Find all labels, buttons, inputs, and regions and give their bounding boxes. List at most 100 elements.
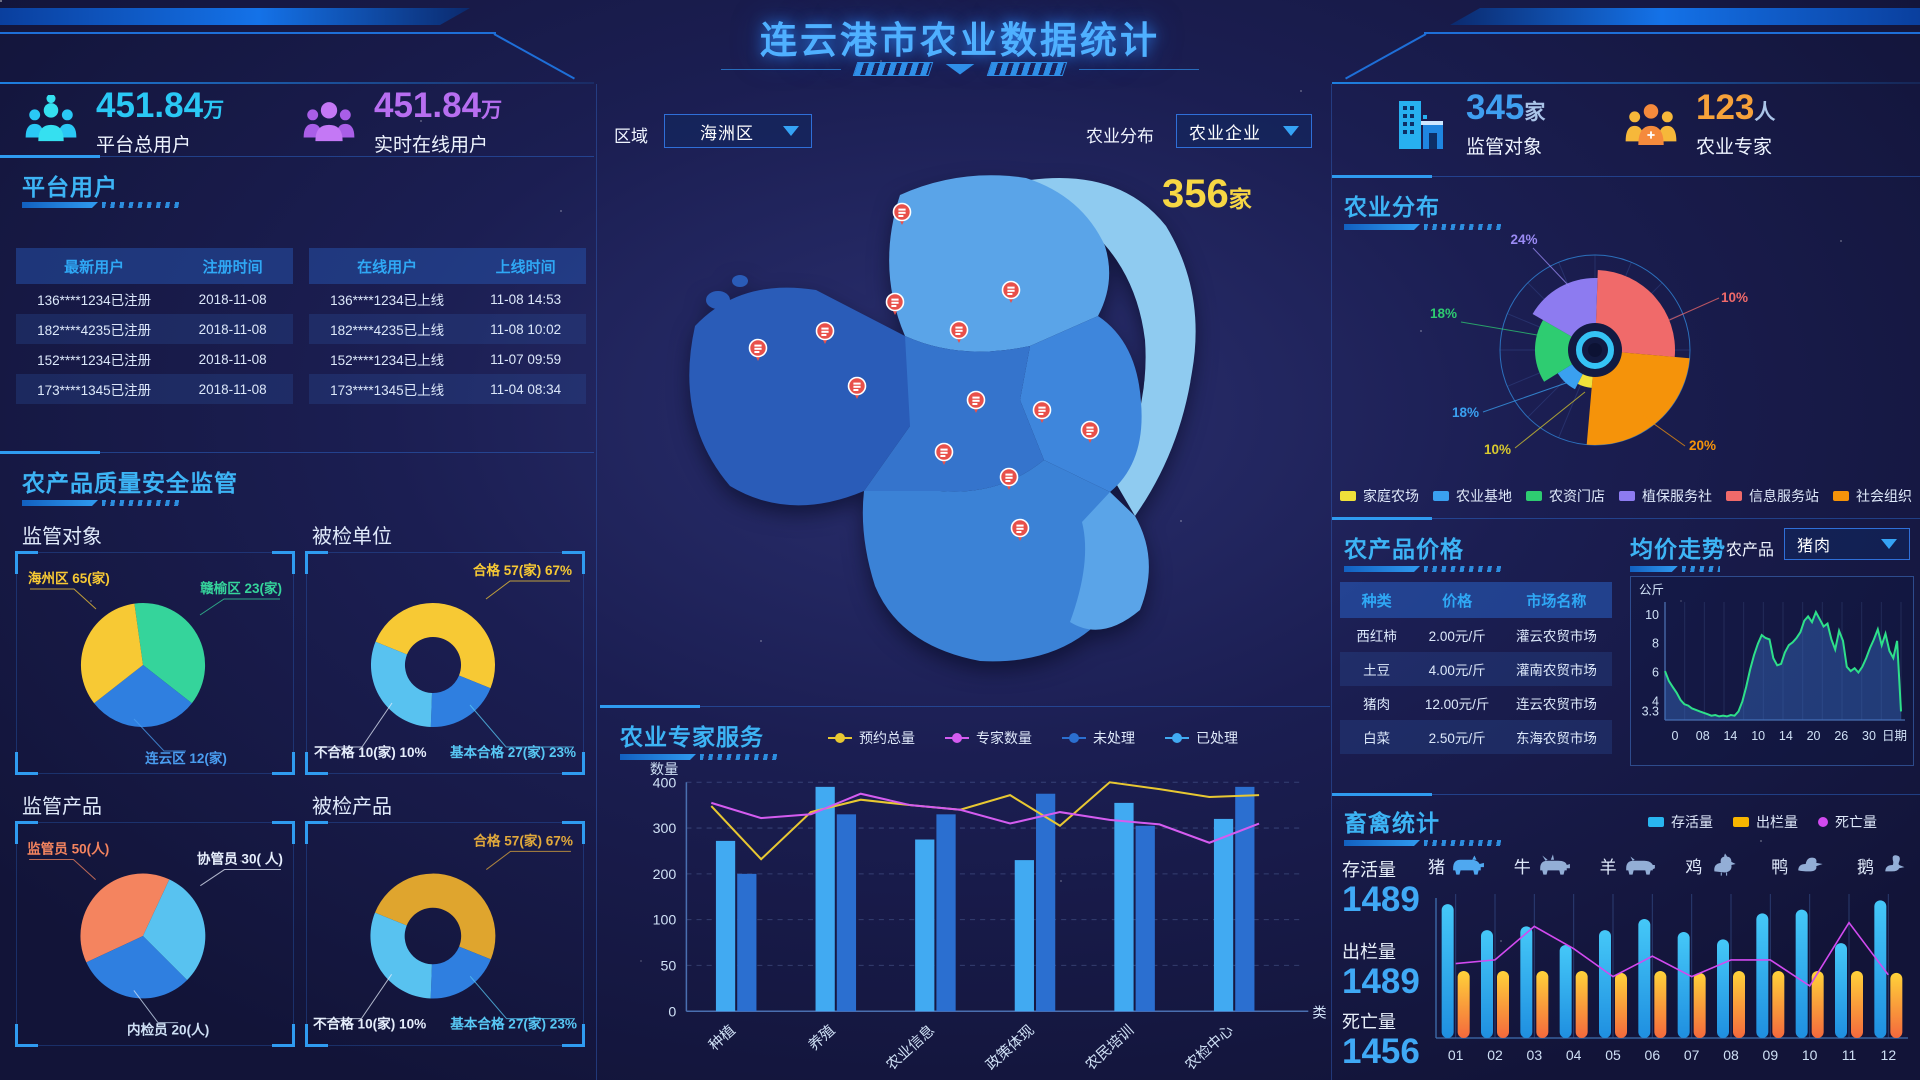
legend-item[interactable]: 死亡量	[1818, 812, 1877, 832]
enterprise-count: 356家	[1162, 172, 1252, 216]
header-line-left	[0, 32, 496, 34]
pie-panel-inspected-products: 合格 57(家) 67% 不合格 10(家) 10% 基本合格 27(家) 23%	[305, 821, 585, 1047]
svg-text:8: 8	[1652, 637, 1659, 651]
title-deco-strip	[852, 62, 934, 76]
legend-item[interactable]: 信息服务站	[1726, 486, 1819, 506]
pie-panel-supervise-products: 监管员 50(人) 协管员 30( 人) 内检员 20(人)	[15, 821, 295, 1047]
map-pin[interactable]	[885, 292, 905, 316]
price-table-header-row: 种类 价格 市场名称	[1340, 582, 1612, 618]
map-pin[interactable]	[748, 338, 768, 362]
section-title-platform-users: 平台用户	[22, 174, 118, 200]
donut-chart-inspected-products: 合格 57(家) 67% 不合格 10(家) 10% 基本合格 27(家) 23%	[313, 832, 577, 1031]
legend-item[interactable]: 存活量	[1648, 812, 1713, 832]
goose-icon	[1885, 855, 1905, 872]
map-pin[interactable]	[999, 467, 1019, 491]
svg-text:基本合格 27(家) 23%: 基本合格 27(家) 23%	[450, 744, 576, 760]
page-title: 连云港市农业数据统计	[760, 20, 1160, 61]
map-pin[interactable]	[934, 442, 954, 466]
map-pin[interactable]	[1032, 400, 1052, 424]
legend-item[interactable]: 预约总量	[828, 728, 915, 748]
legend-item[interactable]: 社会组织	[1833, 486, 1912, 506]
distribution-select[interactable]: 农业企业	[1176, 114, 1312, 148]
map-pins-layer	[748, 202, 1100, 542]
title-deco-strip	[986, 62, 1068, 76]
svg-text:海州区 65(家): 海州区 65(家)	[28, 570, 110, 586]
legend-item[interactable]: 专家数量	[945, 728, 1032, 748]
section-underline	[1344, 840, 1504, 846]
table-cell: 136****1234已注册	[37, 293, 152, 308]
svg-text:09: 09	[1763, 1047, 1779, 1063]
map-pin[interactable]	[1010, 518, 1030, 542]
table-row: 173****1345已注册 2018-11-08	[16, 374, 293, 404]
svg-text:6: 6	[1652, 666, 1659, 680]
legend-label: 死亡量	[1835, 814, 1877, 830]
table-row: 152****1234已注册 2018-11-08	[16, 344, 293, 374]
livestock-stat-label: 出栏量	[1342, 942, 1396, 962]
distribution-rose-chart: 24% 10% 18% 18% 10% 20%	[1430, 232, 1748, 457]
legend-item[interactable]: 植保服务社	[1619, 486, 1712, 506]
title-deco-wing	[721, 68, 841, 70]
svg-text:协管员 30( 人): 协管员 30( 人)	[197, 850, 283, 866]
section-divider	[1332, 175, 1920, 178]
map-pin[interactable]	[892, 202, 912, 226]
legend-item[interactable]: 出栏量	[1733, 812, 1798, 832]
pie-title-inspected-products: 被检产品	[312, 796, 392, 818]
region-select[interactable]: 海洲区	[664, 114, 812, 148]
district-map	[689, 175, 1196, 662]
product-select[interactable]: 猪肉	[1784, 528, 1910, 560]
svg-text:02: 02	[1487, 1047, 1503, 1063]
svg-text:400: 400	[653, 775, 677, 791]
legend-label: 植保服务社	[1642, 488, 1712, 504]
header-line-right	[1424, 32, 1920, 34]
svg-text:赣榆区 23(家): 赣榆区 23(家)	[200, 580, 282, 596]
legend-marker-icon	[1619, 491, 1635, 501]
column-header: 在线用户	[357, 258, 418, 276]
stat-value: 451.84万	[374, 86, 503, 125]
animal-item-chicken[interactable]: 鸡	[1685, 852, 1742, 878]
legend-label: 农资门店	[1549, 488, 1605, 504]
svg-text:20%: 20%	[1689, 438, 1716, 453]
pie-panel-supervise-target: 海州区 65(家) 赣榆区 23(家) 连云区 12(家)	[15, 551, 295, 775]
distribution-legend: 家庭农场 农业基地 农资门店 植保服务社 信息服务站 社会组织	[1340, 486, 1912, 506]
legend-item[interactable]: 农资门店	[1526, 486, 1605, 506]
map-pin[interactable]	[966, 390, 986, 414]
legend-item[interactable]: 农业基地	[1433, 486, 1512, 506]
legend-item[interactable]: 未处理	[1062, 728, 1135, 748]
stat-label: 平台总用户	[96, 135, 192, 156]
map-pin[interactable]	[949, 320, 969, 344]
svg-text:20: 20	[1807, 729, 1821, 743]
animal-item-cow[interactable]: 牛	[1514, 852, 1571, 878]
legend-marker-icon	[828, 733, 852, 743]
table-cell: 2.00元/斤	[1428, 629, 1486, 644]
map-pin[interactable]	[847, 376, 867, 400]
chevron-down-icon	[1283, 126, 1299, 136]
pie-title-supervise-target: 监管对象	[22, 526, 102, 548]
legend-marker-icon	[945, 733, 969, 743]
platform-user-tables: 最新用户 注册时间 136****1234已注册 2018-11-08 182****4…	[16, 248, 586, 404]
svg-text:10%: 10%	[1721, 290, 1748, 305]
table-row: 152****1234已上线 11-07 09:59	[309, 344, 586, 374]
svg-text:14: 14	[1723, 729, 1737, 743]
map-pin[interactable]	[1080, 420, 1100, 444]
legend-item[interactable]: 家庭农场	[1340, 486, 1419, 506]
animal-item-goose[interactable]: 鹅	[1857, 852, 1914, 878]
animal-item-sheep[interactable]: 羊	[1600, 852, 1657, 878]
animal-item-duck[interactable]: 鸭	[1771, 852, 1828, 878]
user-table-header-row: 在线用户 上线时间	[309, 248, 586, 284]
map-pin[interactable]	[1001, 280, 1021, 304]
table-row: 猪肉 12.00元/斤 连云农贸市场	[1340, 686, 1612, 720]
table-cell: 152****1234已上线	[330, 353, 445, 368]
column-header: 最新用户	[64, 258, 125, 276]
legend-item[interactable]: 已处理	[1165, 728, 1238, 748]
map-pin[interactable]	[815, 321, 835, 345]
section-underline	[1344, 224, 1504, 230]
legend-label: 预约总量	[859, 730, 915, 746]
svg-text:06: 06	[1645, 1047, 1661, 1063]
table-cell: 182****4235已注册	[37, 323, 152, 338]
stat-card-experts: 123人 农业专家	[1622, 90, 1775, 159]
sheep-icon	[1625, 856, 1655, 875]
svg-text:10: 10	[1751, 729, 1765, 743]
legend-label: 信息服务站	[1749, 488, 1819, 504]
svg-text:07: 07	[1684, 1047, 1700, 1063]
animal-item-pig[interactable]: 猪	[1428, 852, 1485, 878]
